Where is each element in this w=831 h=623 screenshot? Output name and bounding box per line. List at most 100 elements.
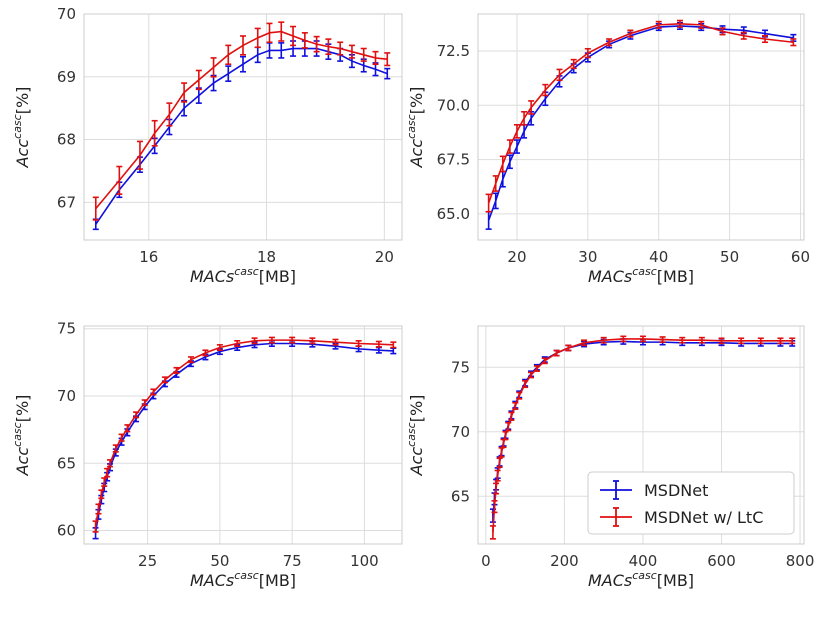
error-bar <box>570 58 577 70</box>
error-bar <box>337 41 344 56</box>
error-bar <box>332 338 339 346</box>
error-bar <box>738 337 745 345</box>
error-bar <box>202 349 209 357</box>
x-tick-label: 600 <box>707 552 736 570</box>
y-axis-label: Acccasc[%] <box>11 87 32 169</box>
error-bar <box>508 411 515 421</box>
error-bar <box>506 139 513 154</box>
y-tick-label: 68 <box>57 131 76 149</box>
error-bar <box>762 34 769 44</box>
error-bar <box>493 482 500 495</box>
error-bar <box>600 336 607 344</box>
error-bar <box>606 38 613 47</box>
error-bar <box>698 20 705 29</box>
y-tick-label: 70 <box>57 5 76 23</box>
error-bar <box>655 20 662 29</box>
x-tick-label: 40 <box>649 248 668 266</box>
error-bar <box>521 110 528 126</box>
error-bar <box>491 499 498 514</box>
error-bar <box>216 344 223 352</box>
error-bar <box>718 337 725 345</box>
error-bar <box>141 399 148 407</box>
y-axis-label-unit: [%] <box>13 87 32 115</box>
error-bar <box>325 38 332 55</box>
error-bar <box>278 21 285 42</box>
series-line <box>487 25 794 221</box>
y-tick-label: 72.5 <box>437 42 470 60</box>
error-bar <box>161 376 168 384</box>
error-bar <box>225 44 232 66</box>
error-bar <box>740 31 747 40</box>
error-bar <box>290 25 297 47</box>
x-tick-label: 0 <box>481 552 491 570</box>
legend-entry-msdnet: MSDNet <box>600 480 708 500</box>
x-axis-label-sup: casc <box>632 569 657 582</box>
error-bar <box>384 52 391 67</box>
legend-box <box>587 471 795 535</box>
error-bar <box>556 68 563 82</box>
series-msdnet-ltc <box>485 19 797 213</box>
y-tick-label: 69 <box>57 68 76 86</box>
error-bar <box>542 83 549 97</box>
error-bar <box>565 344 572 352</box>
legend-label: MSDNet w/ LtC <box>644 508 763 527</box>
error-bar <box>240 35 246 56</box>
plot-frame <box>477 13 805 241</box>
x-axis-label-unit: [MB] <box>657 571 694 590</box>
error-bar <box>116 165 123 195</box>
y-tick-label: 65 <box>57 454 76 472</box>
x-tick-label: 60 <box>791 248 810 266</box>
y-axis-label-main: Acc <box>13 447 32 477</box>
error-bar <box>95 503 102 515</box>
error-bar <box>513 139 520 154</box>
error-bar <box>528 100 535 115</box>
x-tick-label: 800 <box>786 552 815 570</box>
y-tick-label: 67 <box>57 193 76 211</box>
chart-panel-2: 20 30 40 50 6065.067.570.072.5MACscasc[MB]Ac… <box>405 13 810 286</box>
series-line <box>95 47 388 225</box>
x-axis-label-sup: casc <box>234 265 259 278</box>
y-axis-label-sup: casc <box>11 422 24 447</box>
x-axis-label: MACscasc[MB] <box>588 265 694 286</box>
error-bar <box>528 371 535 379</box>
error-bar <box>516 391 523 400</box>
x-axis-label-unit: [MB] <box>657 267 694 286</box>
error-bar <box>92 196 99 221</box>
error-bar <box>505 421 512 432</box>
error-bar <box>104 467 111 478</box>
x-tick-label: 18 <box>257 248 276 266</box>
error-bar <box>627 29 634 38</box>
error-bar <box>390 341 397 349</box>
error-bar <box>489 525 496 540</box>
error-bar <box>268 336 275 344</box>
error-bar <box>757 337 764 345</box>
x-axis-label: MACscasc[MB] <box>190 265 296 286</box>
series-line <box>487 22 794 204</box>
y-tick-label: 65 <box>451 487 470 505</box>
y-tick-label: 75 <box>451 358 470 376</box>
y-axis-label: Acccasc[%] <box>11 395 32 477</box>
series-msdnet-ltc <box>92 21 391 221</box>
y-tick-label: 70.0 <box>437 96 470 114</box>
error-bar <box>187 356 194 364</box>
x-tick-label: 50 <box>210 552 229 570</box>
error-bar <box>659 336 666 343</box>
error-bar <box>789 337 796 345</box>
x-tick-label: 20 <box>375 248 394 266</box>
series-line <box>95 30 388 210</box>
error-bar <box>494 469 501 482</box>
x-tick-label: 75 <box>283 552 302 570</box>
error-bar <box>620 335 627 343</box>
error-bar <box>278 42 285 59</box>
x-tick-label: 50 <box>720 248 739 266</box>
plot-frame <box>83 13 403 241</box>
error-bar <box>254 27 261 49</box>
error-bar <box>777 337 784 345</box>
error-bar <box>166 102 173 127</box>
error-bar <box>512 401 519 411</box>
error-bar <box>301 32 308 49</box>
y-tick-label: 70 <box>451 423 470 441</box>
error-bar <box>225 65 232 82</box>
